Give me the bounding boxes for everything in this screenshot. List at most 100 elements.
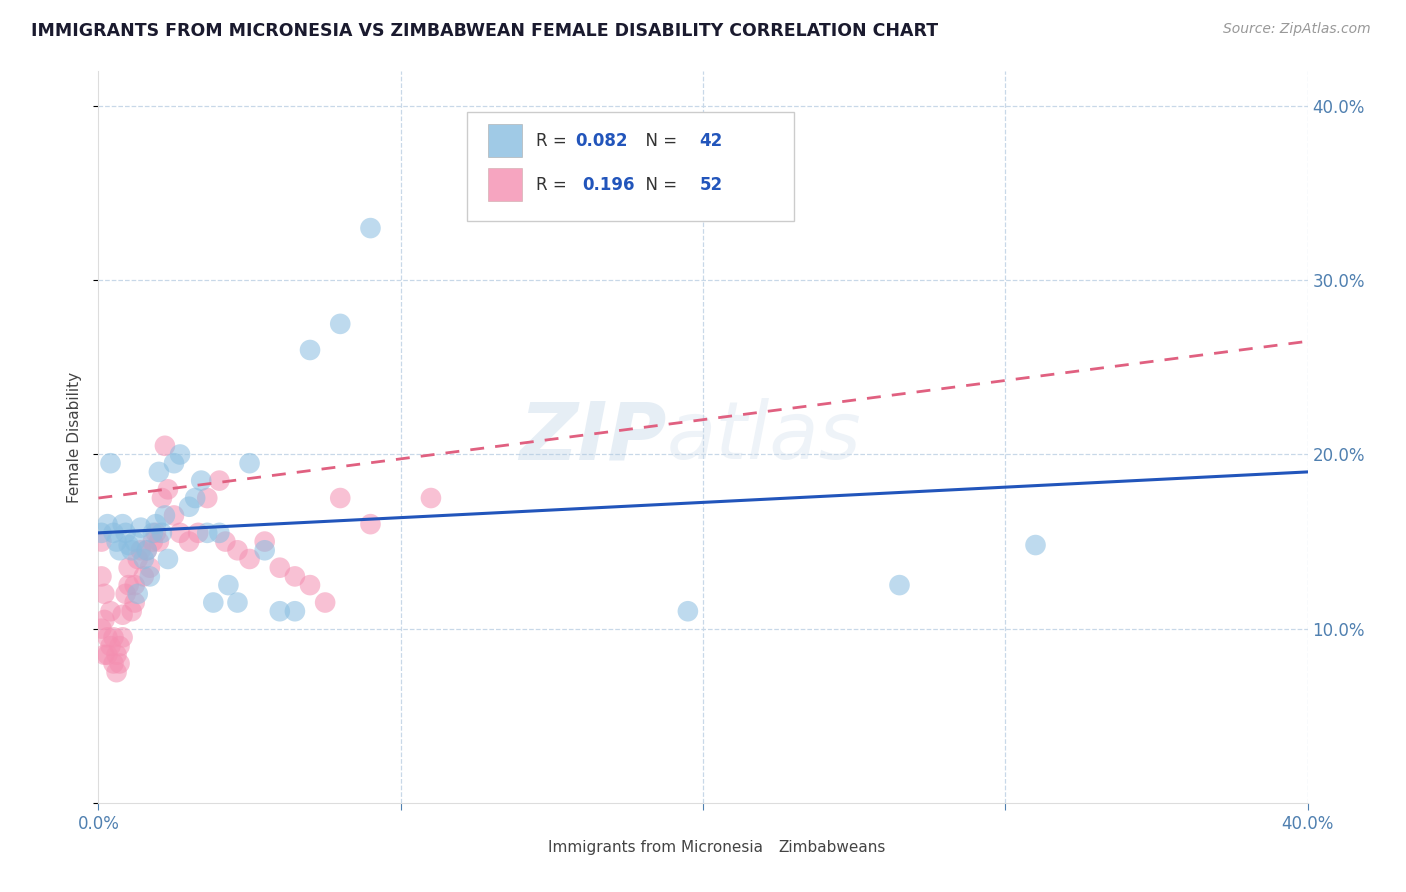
Text: 52: 52: [699, 176, 723, 194]
Point: [90, 525, 112, 540]
Point: [163, 508, 186, 523]
Point: [129, 543, 152, 558]
Point: [153, 439, 176, 453]
Point: [132, 569, 155, 583]
Text: Source: ZipAtlas.com: Source: ZipAtlas.com: [1223, 22, 1371, 37]
Point: [329, 491, 352, 505]
Bar: [488, 169, 522, 202]
Point: [202, 595, 225, 609]
Point: [190, 474, 212, 488]
Point: [108, 639, 131, 653]
Point: [269, 560, 291, 574]
Point: [124, 578, 146, 592]
Point: [226, 543, 249, 558]
Point: [121, 604, 143, 618]
Point: [195, 525, 218, 540]
Point: [100, 456, 122, 470]
Point: [299, 578, 322, 592]
Point: [108, 657, 131, 671]
Point: [103, 657, 125, 671]
Point: [124, 534, 146, 549]
Point: [132, 552, 155, 566]
Point: [96, 631, 118, 645]
Point: [139, 569, 162, 583]
Point: [93, 648, 115, 662]
Text: atlas: atlas: [666, 398, 862, 476]
Point: [124, 595, 146, 609]
Point: [239, 552, 262, 566]
Point: [105, 534, 128, 549]
Bar: [488, 124, 522, 157]
Point: [135, 543, 157, 558]
Point: [103, 525, 125, 540]
Point: [195, 491, 218, 505]
Point: [114, 587, 136, 601]
Point: [127, 587, 149, 601]
Point: [153, 508, 176, 523]
Bar: [516, 838, 543, 858]
Point: [208, 474, 231, 488]
Point: [284, 604, 307, 618]
Point: [111, 607, 134, 622]
Point: [889, 578, 911, 592]
Text: N =: N =: [636, 132, 683, 150]
Point: [118, 560, 141, 574]
Point: [96, 648, 118, 662]
Point: [111, 631, 134, 645]
Point: [314, 595, 336, 609]
Point: [148, 534, 170, 549]
Point: [360, 517, 382, 532]
Point: [156, 483, 179, 497]
Text: R =: R =: [536, 176, 578, 194]
Text: 0.196: 0.196: [582, 176, 634, 194]
Point: [184, 491, 207, 505]
Point: [150, 525, 173, 540]
Y-axis label: Female Disability: Female Disability: [67, 371, 83, 503]
Point: [676, 604, 699, 618]
Point: [100, 604, 122, 618]
Point: [103, 631, 125, 645]
Point: [214, 534, 236, 549]
Point: [208, 525, 231, 540]
Point: [127, 552, 149, 566]
Point: [169, 448, 191, 462]
Point: [118, 578, 141, 592]
Point: [150, 491, 173, 505]
Point: [93, 613, 115, 627]
Point: [142, 534, 165, 549]
Point: [148, 465, 170, 479]
Point: [135, 543, 157, 558]
Text: Immigrants from Micronesia: Immigrants from Micronesia: [548, 840, 763, 855]
Point: [217, 578, 239, 592]
Point: [108, 543, 131, 558]
Point: [129, 521, 152, 535]
Point: [299, 343, 322, 357]
Point: [105, 648, 128, 662]
Point: [139, 560, 162, 574]
Point: [118, 538, 141, 552]
Point: [111, 517, 134, 532]
Text: 42: 42: [699, 132, 723, 150]
Point: [253, 543, 276, 558]
Point: [96, 517, 118, 532]
Text: ZIP: ZIP: [519, 398, 666, 476]
Point: [269, 604, 291, 618]
Point: [360, 221, 382, 235]
Point: [253, 534, 276, 549]
Point: [1024, 538, 1046, 552]
Point: [145, 525, 167, 540]
Point: [145, 517, 167, 532]
Point: [90, 622, 112, 636]
Point: [226, 595, 249, 609]
Point: [163, 456, 186, 470]
Text: Zimbabweans: Zimbabweans: [778, 840, 886, 855]
Text: 0.082: 0.082: [575, 132, 627, 150]
FancyBboxPatch shape: [467, 112, 793, 221]
Point: [239, 456, 262, 470]
Point: [329, 317, 352, 331]
Point: [187, 525, 209, 540]
Point: [90, 569, 112, 583]
Point: [169, 525, 191, 540]
Point: [284, 569, 307, 583]
Bar: [745, 838, 772, 858]
